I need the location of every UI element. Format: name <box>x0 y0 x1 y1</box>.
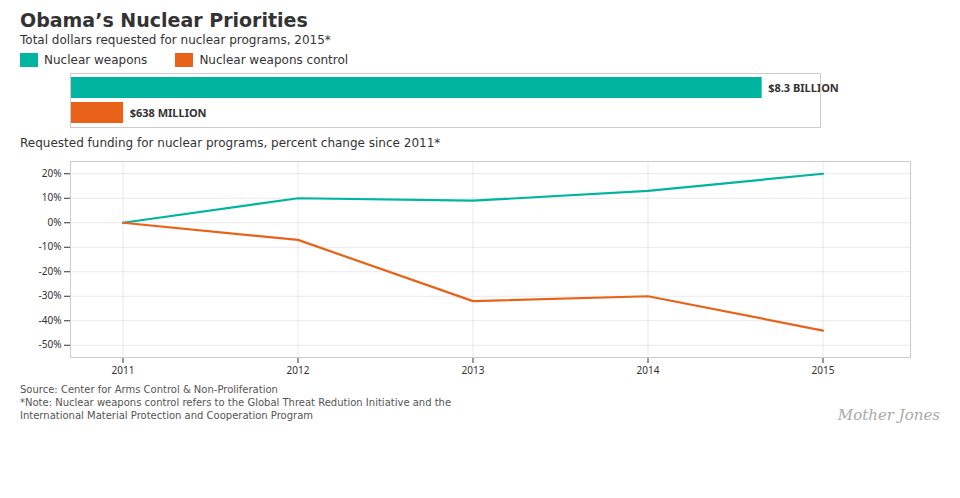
svg-text:2015: 2015 <box>812 363 835 377</box>
html-text:Requested funding for nuclear: Requested funding for nuclear programs, … <box>20 136 441 150</box>
html-text:Obama’s Nuclear Priorities: Obama’s Nuclear Priorities <box>20 9 308 31</box>
svg-text:-30%: -30% <box>39 288 62 302</box>
svg-text:$638 MILLION: $638 MILLION <box>130 105 207 120</box>
html-text:Mother Jones: Mother Jones <box>837 406 940 424</box>
svg-text:$8.3 BILLION: $8.3 BILLION <box>768 80 839 95</box>
svg-text:2011: 2011 <box>112 363 135 377</box>
svg-text:10%: 10% <box>42 190 62 204</box>
html-text:Nuclear weapons control: Nuclear weapons control <box>199 53 349 67</box>
svg-text:0%: 0% <box>47 215 61 229</box>
svg-text:20%: 20% <box>42 166 62 180</box>
html-text:Total dollars requested for nu: Total dollars requested for nuclear prog… <box>20 33 331 47</box>
svg-text:-10%: -10% <box>39 239 62 253</box>
html-text:Nuclear weapons: Nuclear weapons <box>44 53 148 67</box>
svg-text:2014: 2014 <box>637 363 660 377</box>
html-text:Source: Center for Arms Contro: Source: Center for Arms Control & Non-Pr… <box>20 384 278 395</box>
svg-text:-20%: -20% <box>39 264 62 278</box>
svg-text:-40%: -40% <box>39 313 62 327</box>
svg-text:-50%: -50% <box>39 337 62 351</box>
svg-text:2012: 2012 <box>287 363 310 377</box>
html-text:*Note: Nuclear weapons control: *Note: Nuclear weapons control refers to… <box>20 397 452 421</box>
svg-text:2013: 2013 <box>462 363 485 377</box>
